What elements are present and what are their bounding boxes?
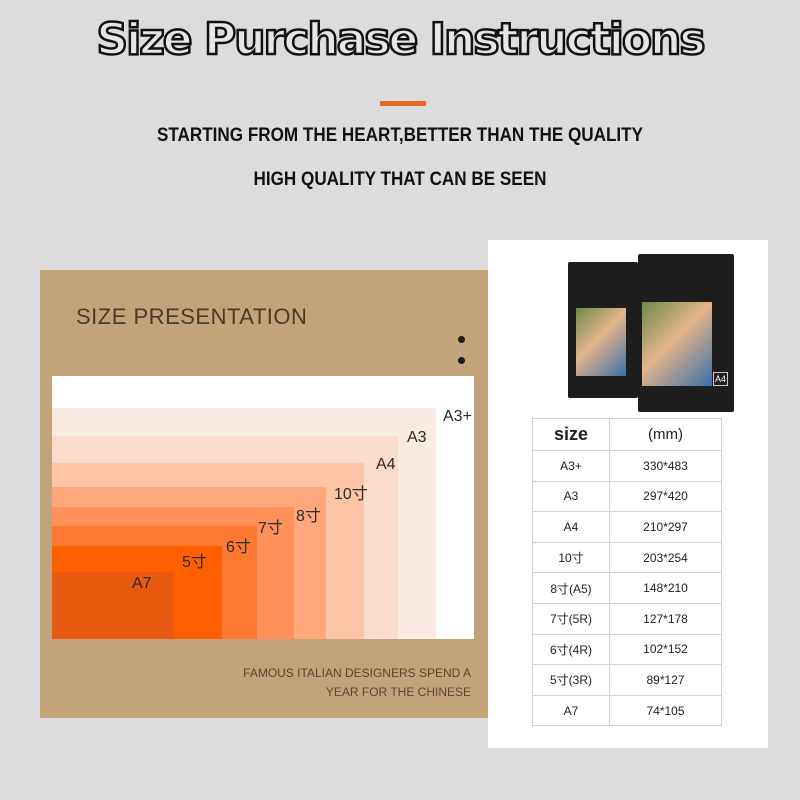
cell-size: 6寸(4R) <box>532 633 610 666</box>
presentation-footer: FAMOUS ITALIAN DESIGNERS SPEND A YEAR FO… <box>200 664 471 702</box>
cell-dimensions: 203*254 <box>609 541 722 574</box>
size-rect <box>52 572 174 639</box>
footer-line-1: FAMOUS ITALIAN DESIGNERS SPEND A <box>243 666 471 680</box>
header-mm: (mm) <box>609 418 722 451</box>
product-box-back <box>568 262 638 398</box>
size-label: 8寸 <box>296 508 321 525</box>
size-label: 7寸 <box>258 520 283 537</box>
dot-icon <box>458 357 465 364</box>
cell-dimensions: 89*127 <box>609 664 722 696</box>
cell-dimensions: 74*105 <box>609 694 722 727</box>
product-photo <box>576 308 626 376</box>
subtitle-1: STARTING FROM THE HEART,BETTER THAN THE … <box>156 125 644 146</box>
table-row: A4 210*297 <box>532 511 722 543</box>
box-size-label: A4 <box>712 372 728 386</box>
spec-panel: A4 size (mm) A3+ 330*483 A3 297*420 A4 210*29… <box>488 240 768 748</box>
table-row: 10寸 203*254 <box>532 541 722 574</box>
table-row: 5寸(3R) 89*127 <box>532 664 722 696</box>
size-label: A3+ <box>443 408 472 425</box>
header-size: size <box>532 418 610 451</box>
table-row: A7 74*105 <box>532 694 722 727</box>
cell-dimensions: 297*420 <box>609 480 722 513</box>
cell-size: 5寸(3R) <box>532 664 610 696</box>
cell-dimensions: 210*297 <box>609 511 722 543</box>
cell-size: 8寸(A5) <box>532 572 610 604</box>
size-label: A3 <box>407 429 427 446</box>
dot-icon <box>458 336 465 343</box>
size-presentation-title: SIZE PRESENTATION <box>76 304 308 329</box>
cell-size: 7寸(5R) <box>532 602 610 635</box>
table-row: A3+ 330*483 <box>532 450 722 482</box>
table-row: A3 297*420 <box>532 480 722 513</box>
table-row: 6寸(4R) 102*152 <box>532 633 722 666</box>
size-comparison-board: A3+ A3 A4 10寸 8寸 7寸 6寸 5寸 A7 <box>52 376 474 639</box>
cell-size: 10寸 <box>532 541 610 574</box>
cell-size: A7 <box>532 694 610 727</box>
cell-dimensions: 330*483 <box>609 450 722 482</box>
cell-dimensions: 102*152 <box>609 633 722 666</box>
cell-size: A4 <box>532 511 610 543</box>
cell-dimensions: 148*210 <box>609 572 722 604</box>
cell-dimensions: 127*178 <box>609 602 722 635</box>
product-image: A4 <box>552 248 734 412</box>
size-label: 6寸 <box>226 539 251 556</box>
cell-size: A3+ <box>532 450 610 482</box>
size-label: 5寸 <box>182 554 207 571</box>
subtitle-2: HIGH QUALITY THAT CAN BE SEEN <box>253 169 547 190</box>
footer-line-2: YEAR FOR THE CHINESE <box>325 685 471 699</box>
size-table: size (mm) A3+ 330*483 A3 297*420 A4 210*297 10… <box>532 418 722 727</box>
page-title: Size Purchase Instructions <box>95 13 707 67</box>
product-photo <box>642 302 712 386</box>
table-row: 7寸(5R) 127*178 <box>532 602 722 635</box>
table-header: size (mm) <box>532 418 722 451</box>
accent-divider <box>380 101 426 106</box>
product-box-front: A4 <box>638 254 734 412</box>
table-row: 8寸(A5) 148*210 <box>532 572 722 604</box>
cell-size: A3 <box>532 480 610 513</box>
size-label: A4 <box>376 456 396 473</box>
size-label: 10寸 <box>334 486 368 503</box>
size-label: A7 <box>132 575 152 592</box>
